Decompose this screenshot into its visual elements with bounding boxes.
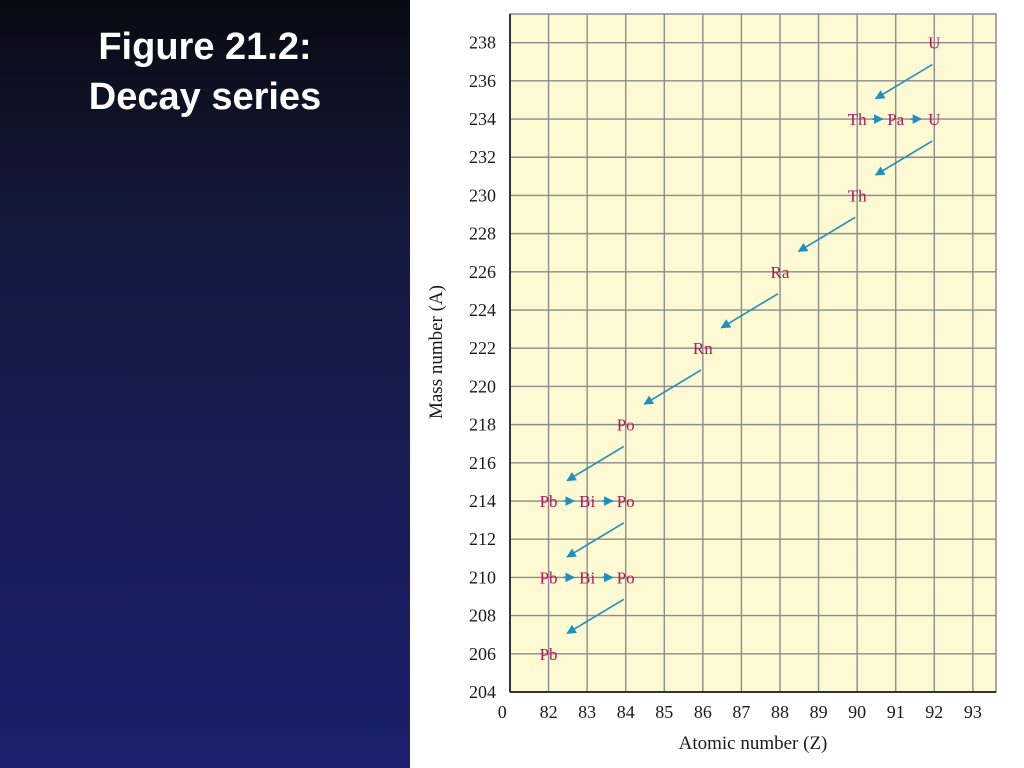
nuclide-labels: U Th Pa U Th Ra Rn Po Pb Bi Po Pb Bi Po Pb bbox=[540, 34, 941, 664]
alpha-decay-arrow bbox=[797, 216, 856, 253]
nuclide-label: U bbox=[928, 110, 940, 129]
y-axis-ticks: 204 206 208 210 212 214 216 218 220 222 224 226 228 2… bbox=[469, 33, 496, 702]
y-tick-label: 212 bbox=[469, 529, 496, 549]
slide-title: Figure 21.2: Decay series bbox=[0, 22, 410, 122]
x-tick-label: 84 bbox=[617, 702, 635, 722]
alpha-decay-arrow bbox=[566, 522, 625, 558]
nuclide-label: Po bbox=[617, 492, 635, 511]
y-tick-label: 224 bbox=[469, 300, 496, 320]
plot-area bbox=[509, 13, 997, 693]
y-tick-label: 218 bbox=[469, 415, 496, 435]
y-tick-label: 214 bbox=[469, 491, 496, 511]
decay-series-chart: 204 206 208 210 212 214 216 218 220 222 224 226 228 2… bbox=[426, 13, 997, 754]
x-tick-label: 82 bbox=[540, 702, 558, 722]
slide-title-line-1: Figure 21.2: bbox=[98, 26, 312, 68]
y-tick-label: 238 bbox=[469, 33, 496, 53]
nuclide-label: Pb bbox=[540, 492, 558, 511]
x-tick-label: 86 bbox=[694, 702, 712, 722]
nuclide-label: Po bbox=[617, 568, 635, 587]
alpha-decay-arrow bbox=[566, 445, 625, 482]
alpha-decay-arrow bbox=[874, 63, 933, 100]
y-tick-label: 216 bbox=[469, 453, 496, 473]
figure-panel: 204 206 208 210 212 214 216 218 220 222 224 226 228 2… bbox=[410, 0, 1024, 768]
nuclide-label: Pb bbox=[540, 568, 558, 587]
y-tick-label: 232 bbox=[469, 147, 496, 167]
y-tick-label: 226 bbox=[469, 262, 496, 282]
x-tick-label: 91 bbox=[887, 702, 905, 722]
alpha-decay-arrow bbox=[643, 369, 702, 405]
nuclide-label: Pb bbox=[540, 645, 558, 664]
x-tick-label: 83 bbox=[578, 702, 596, 722]
nuclide-label: Th bbox=[848, 110, 867, 129]
y-tick-label: 234 bbox=[469, 109, 496, 129]
y-tick-label: 236 bbox=[469, 71, 496, 91]
y-tick-label: 222 bbox=[469, 338, 496, 358]
alpha-decay-arrow bbox=[566, 598, 625, 635]
y-tick-label: 208 bbox=[469, 606, 496, 626]
x-tick-label: 85 bbox=[655, 702, 673, 722]
nuclide-label: Bi bbox=[579, 568, 595, 587]
y-tick-label: 228 bbox=[469, 224, 496, 244]
x-tick-label: 92 bbox=[925, 702, 943, 722]
slide-title-line-2: Decay series bbox=[88, 76, 322, 118]
x-tick-label: 89 bbox=[810, 702, 828, 722]
nuclide-label: U bbox=[928, 34, 940, 53]
grid-lines bbox=[509, 14, 996, 693]
alpha-decay-arrow bbox=[874, 140, 933, 176]
nuclide-label: Po bbox=[617, 416, 635, 435]
y-tick-label: 230 bbox=[469, 185, 496, 205]
x-axis-ticks: 0 82 83 84 85 86 87 88 89 90 91 92 93 bbox=[498, 702, 982, 722]
nuclide-label: Bi bbox=[579, 492, 595, 511]
x-tick-label: 93 bbox=[964, 702, 982, 722]
x-tick-label: 90 bbox=[848, 702, 866, 722]
x-tick-label: 88 bbox=[771, 702, 789, 722]
x-axis-title: Atomic number (Z) bbox=[679, 733, 828, 754]
x-tick-label: 0 bbox=[498, 702, 507, 722]
y-tick-label: 204 bbox=[469, 682, 496, 702]
nuclide-label: Ra bbox=[771, 263, 790, 282]
decay-arrows bbox=[563, 63, 933, 635]
y-tick-label: 210 bbox=[469, 567, 496, 587]
x-tick-label: 87 bbox=[732, 702, 750, 722]
y-tick-label: 206 bbox=[469, 644, 496, 664]
y-axis-title: Mass number (A) bbox=[426, 285, 447, 419]
y-tick-label: 220 bbox=[469, 376, 496, 396]
nuclide-label: Th bbox=[848, 186, 867, 205]
alpha-decay-arrow bbox=[720, 292, 779, 329]
nuclide-label: Pa bbox=[887, 110, 904, 129]
nuclide-label: Rn bbox=[693, 339, 713, 358]
